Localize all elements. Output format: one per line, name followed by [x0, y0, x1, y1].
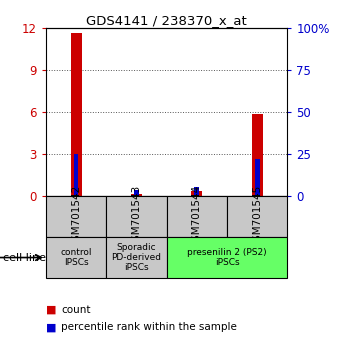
Bar [106, 237, 167, 278]
Bar [194, 187, 199, 196]
Bar [46, 237, 106, 278]
Text: Sporadic
PD-derived
iPSCs: Sporadic PD-derived iPSCs [112, 242, 162, 273]
Text: cell line: cell line [3, 252, 46, 263]
Text: percentile rank within the sample: percentile rank within the sample [61, 322, 237, 332]
Bar [71, 33, 82, 196]
Bar [46, 196, 106, 237]
Bar [74, 154, 79, 196]
Bar [191, 191, 202, 196]
Text: control
IPSCs: control IPSCs [60, 248, 92, 267]
Bar [167, 237, 287, 278]
Bar [131, 194, 142, 196]
Text: GSM701542: GSM701542 [71, 185, 81, 249]
Bar [134, 190, 139, 196]
Bar [106, 196, 167, 237]
Text: GSM701544: GSM701544 [192, 185, 202, 249]
Text: GSM701545: GSM701545 [252, 185, 262, 249]
Text: ■: ■ [46, 305, 56, 315]
Bar [255, 159, 259, 196]
Text: presenilin 2 (PS2)
iPSCs: presenilin 2 (PS2) iPSCs [187, 248, 267, 267]
Bar [167, 196, 227, 237]
Bar [252, 114, 262, 196]
Text: count: count [61, 305, 91, 315]
Text: ■: ■ [46, 322, 56, 332]
Title: GDS4141 / 238370_x_at: GDS4141 / 238370_x_at [86, 14, 247, 27]
Bar [227, 196, 287, 237]
Text: GSM701543: GSM701543 [132, 185, 141, 249]
